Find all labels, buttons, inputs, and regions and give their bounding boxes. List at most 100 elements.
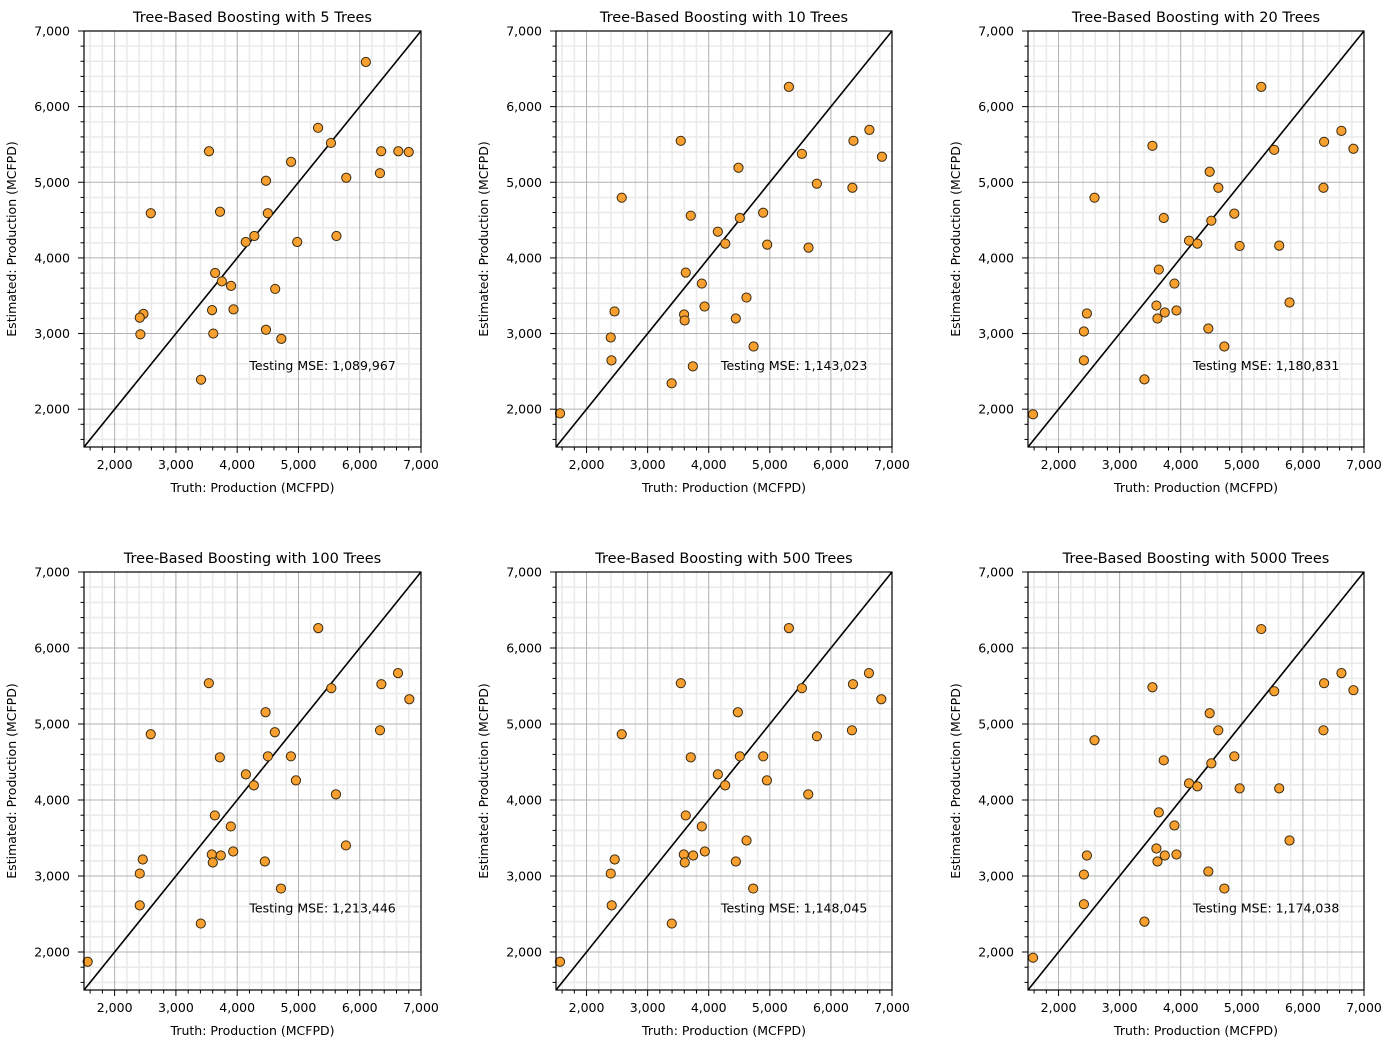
y-axis-label: Estimated: Production (MCFPD): [4, 683, 19, 878]
data-point: [290, 775, 302, 786]
x-tick-label: 7,000: [874, 457, 910, 472]
y-tick-label: 3,000: [34, 326, 70, 341]
data-point: [675, 135, 686, 146]
chart-title: Tree-Based Boosting with 5 Trees: [132, 10, 372, 26]
data-point: [605, 868, 616, 879]
data-point: [1171, 849, 1182, 860]
data-point: [340, 840, 352, 851]
data-point: [741, 292, 752, 303]
x-tick-label: 3,000: [630, 1000, 666, 1015]
data-point: [209, 810, 220, 821]
y-tick-label: 6,000: [506, 99, 542, 114]
data-point: [811, 178, 822, 189]
data-point: [1158, 755, 1169, 766]
data-point: [616, 192, 627, 203]
data-point: [734, 751, 745, 762]
data-point: [210, 267, 221, 279]
data-point: [326, 683, 337, 694]
data-point: [1159, 850, 1170, 861]
data-point: [225, 280, 237, 291]
x-tick-label: 3,000: [1102, 457, 1138, 472]
y-tick-label: 6,000: [978, 99, 1014, 114]
data-point: [675, 678, 686, 689]
ticks: [550, 30, 893, 453]
minor-grid: [84, 572, 421, 990]
data-point: [225, 821, 236, 832]
data-point: [208, 328, 219, 339]
x-axis-label: Truth: Production (MCFPD): [1113, 1023, 1278, 1038]
data-point: [1192, 238, 1203, 249]
data-point: [609, 854, 620, 865]
y-tick-label: 3,000: [34, 869, 70, 884]
data-point: [876, 694, 887, 705]
data-point: [260, 324, 272, 335]
y-tick-label: 4,000: [978, 793, 1014, 808]
x-tick-label: 7,000: [1346, 1000, 1382, 1015]
y-tick-label: 2,000: [34, 945, 70, 960]
x-tick-label: 6,000: [1285, 457, 1321, 472]
data-point: [699, 301, 710, 312]
chart-title: Tree-Based Boosting with 5000 Trees: [1062, 551, 1330, 567]
data-point: [240, 769, 251, 780]
data-point: [1027, 409, 1039, 420]
data-point: [699, 846, 710, 857]
data-point: [734, 212, 745, 224]
data-point: [1153, 264, 1164, 275]
data-point: [1078, 326, 1089, 337]
data-point: [1171, 305, 1182, 316]
x-tick-label: 6,000: [342, 457, 378, 472]
data-point: [1256, 623, 1267, 635]
x-tick-label: 4,000: [1163, 1000, 1199, 1015]
data-point: [696, 278, 707, 289]
data-point: [720, 780, 731, 791]
axes-frame: [1027, 30, 1365, 448]
data-point: [207, 857, 218, 868]
data-point: [270, 283, 281, 295]
data-point: [679, 857, 690, 868]
data-point: [666, 918, 677, 929]
y-tick-label: 3,000: [506, 869, 542, 884]
ticks: [78, 30, 422, 453]
data-point: [285, 751, 297, 762]
data-point: [1158, 212, 1169, 224]
data-point: [393, 146, 404, 157]
data-point: [796, 683, 807, 694]
data-point: [616, 729, 627, 740]
data-point: [195, 918, 206, 929]
minor-grid: [1028, 572, 1364, 990]
data-point: [312, 122, 324, 133]
y-tick-label: 3,000: [978, 869, 1014, 884]
chart-title: Tree-Based Boosting with 10 Trees: [599, 10, 848, 26]
data-point: [82, 956, 93, 967]
data-point: [1213, 182, 1224, 193]
y-tick-label: 6,000: [34, 641, 70, 656]
data-point: [374, 168, 386, 179]
data-point: [1152, 313, 1163, 324]
data-point: [1234, 240, 1245, 252]
data-point: [203, 146, 215, 157]
data-point: [846, 725, 858, 736]
mse-annotation: Testing MSE: 1,180,831: [1192, 358, 1339, 373]
data-point: [248, 780, 259, 791]
data-point: [325, 137, 337, 149]
y-axis-label: Estimated: Production (MCFPD): [476, 683, 491, 878]
data-point: [137, 854, 148, 865]
y-tick-label: 5,000: [506, 717, 542, 732]
data-point: [758, 207, 769, 218]
data-point: [260, 707, 271, 718]
y-tick-label: 2,000: [34, 402, 70, 417]
subplot-5: 2,000 3,000 4,000 5,000 6,000 7,000 2,000 3,000…: [476, 551, 910, 1038]
x-tick-label: 6,000: [1285, 1000, 1321, 1015]
y-axis-label: Estimated: Production (MCFPD): [948, 141, 963, 336]
major-grid: [84, 572, 421, 990]
x-tick-label: 7,000: [874, 1000, 910, 1015]
data-point: [1206, 758, 1217, 769]
subplot-3: 2,000 3,000 4,000 5,000 6,000 7,000 2,000 3,000…: [948, 10, 1382, 495]
data-point: [240, 236, 251, 248]
data-point: [1159, 307, 1170, 318]
data-point: [269, 727, 280, 738]
y-tick-label: 5,000: [978, 175, 1014, 190]
data-point: [847, 182, 858, 193]
axes-frame: [83, 30, 422, 448]
axes-frame: [555, 30, 893, 448]
